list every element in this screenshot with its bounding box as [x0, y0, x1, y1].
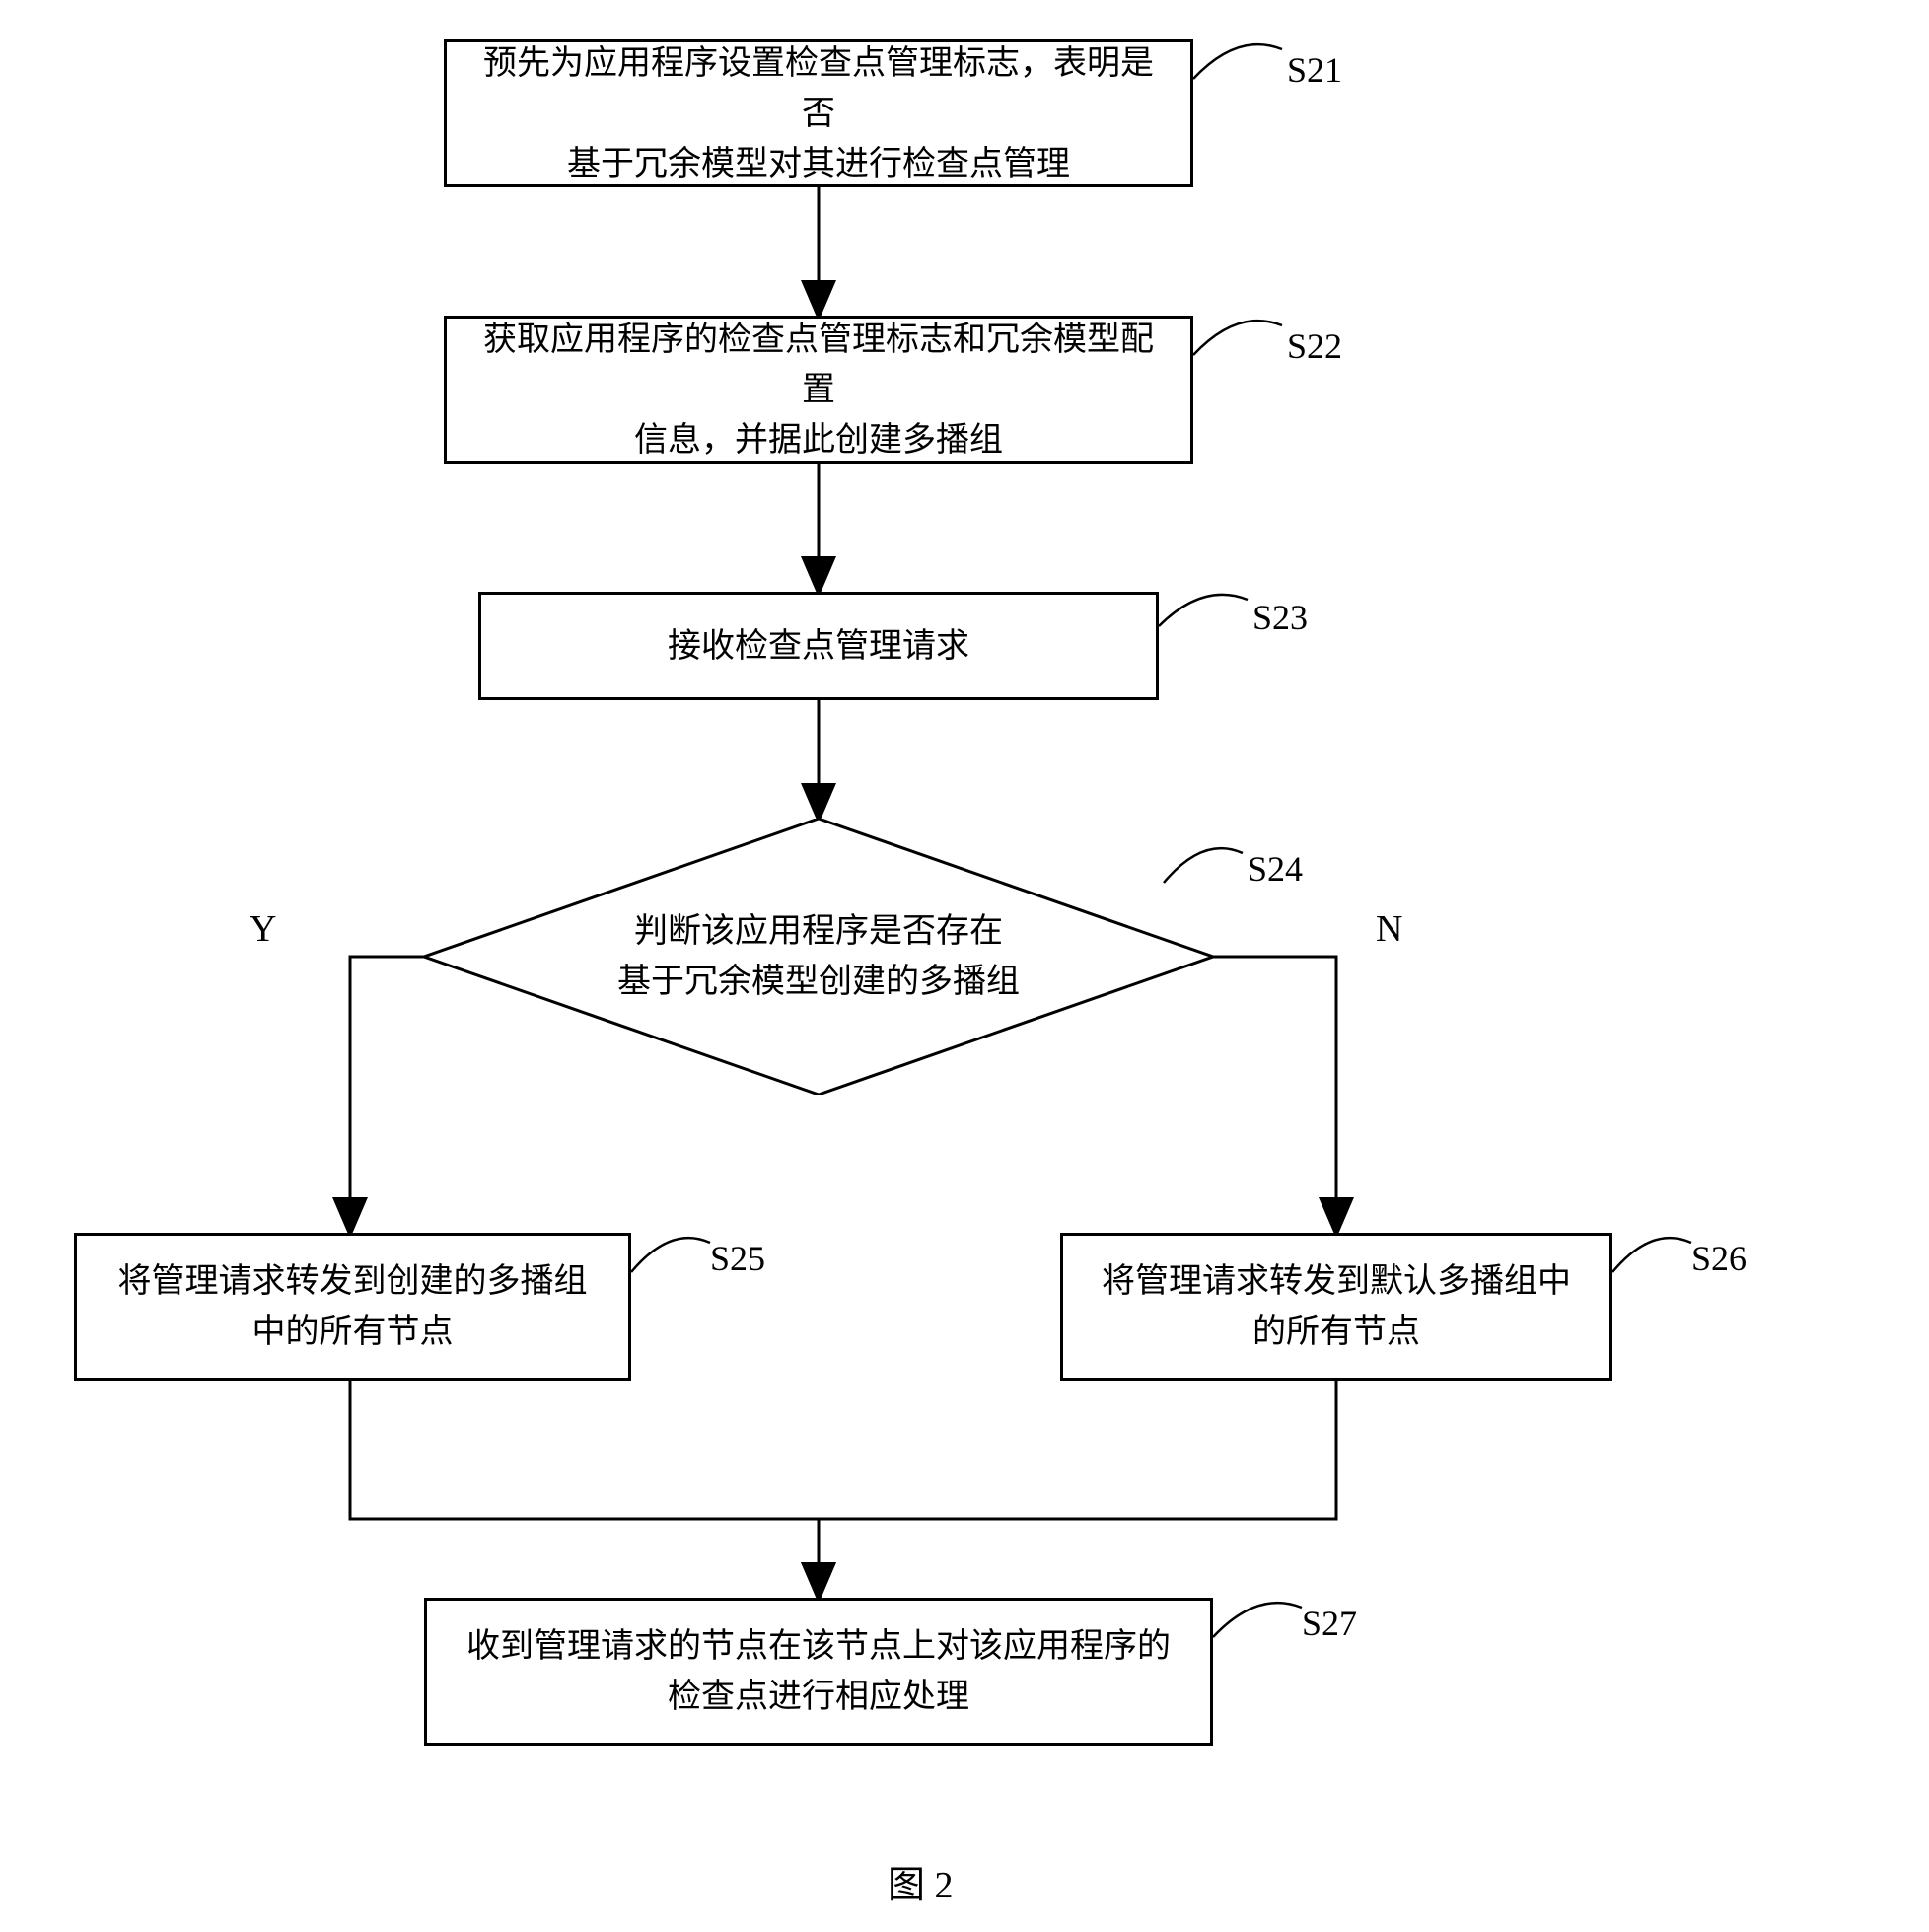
step-s21: 预先为应用程序设置检查点管理标志，表明是否基于冗余模型对其进行检查点管理	[444, 39, 1193, 187]
step-s23-label: S23	[1252, 597, 1308, 638]
step-s22: 获取应用程序的检查点管理标志和冗余模型配置信息，并据此创建多播组	[444, 316, 1193, 464]
branch-no-label: N	[1376, 907, 1402, 951]
step-s27-label: S27	[1302, 1603, 1357, 1644]
flowchart-canvas: 预先为应用程序设置检查点管理标志，表明是否基于冗余模型对其进行检查点管理 S21…	[0, 0, 1929, 1932]
step-s26: 将管理请求转发到默认多播组中的所有节点	[1060, 1233, 1612, 1381]
step-s23: 接收检查点管理请求	[478, 592, 1159, 700]
step-s27: 收到管理请求的节点在该节点上对该应用程序的检查点进行相应处理	[424, 1598, 1213, 1746]
step-s21-label: S21	[1287, 49, 1342, 91]
step-s21-text: 预先为应用程序设置检查点管理标志，表明是否基于冗余模型对其进行检查点管理	[476, 38, 1161, 189]
step-s27-text: 收到管理请求的节点在该节点上对该应用程序的检查点进行相应处理	[466, 1621, 1171, 1722]
figure-caption: 图 2	[888, 1854, 954, 1908]
step-s26-label: S26	[1691, 1238, 1747, 1279]
step-s23-text: 接收检查点管理请求	[668, 621, 969, 672]
decision-s24: 判断该应用程序是否存在基于冗余模型创建的多播组	[424, 819, 1213, 1095]
decision-s24-label: S24	[1248, 848, 1303, 890]
decision-s24-text: 判断该应用程序是否存在基于冗余模型创建的多播组	[617, 906, 1020, 1007]
step-s22-text: 获取应用程序的检查点管理标志和冗余模型配置信息，并据此创建多播组	[476, 315, 1161, 465]
step-s25-text: 将管理请求转发到创建的多播组中的所有节点	[118, 1256, 588, 1357]
branch-yes-label: Y	[250, 907, 276, 951]
step-s25: 将管理请求转发到创建的多播组中的所有节点	[74, 1233, 631, 1381]
step-s25-label: S25	[710, 1238, 765, 1279]
step-s22-label: S22	[1287, 325, 1342, 367]
step-s26-text: 将管理请求转发到默认多播组中的所有节点	[1102, 1256, 1571, 1357]
